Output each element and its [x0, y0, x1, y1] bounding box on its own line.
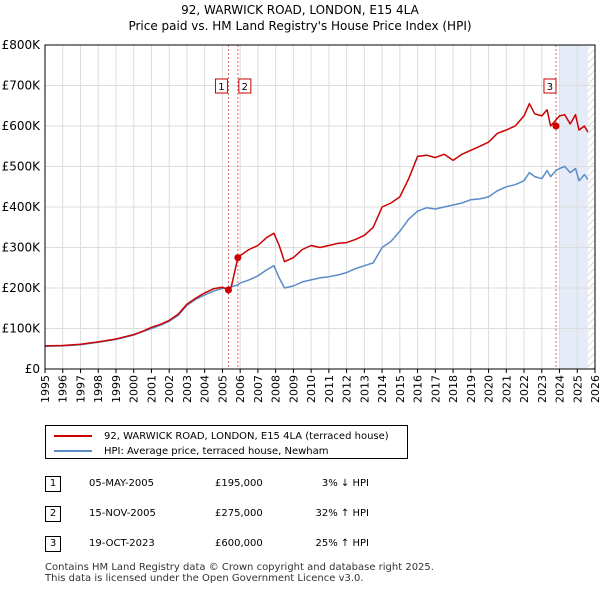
sale-date: 05-MAY-2005 — [89, 478, 155, 489]
footer-attribution: Contains HM Land Registry data © Crown c… — [45, 562, 434, 584]
y-tick-label: £400K — [2, 200, 42, 214]
x-tick-label: 2014 — [376, 375, 389, 403]
y-tick-label: £800K — [2, 38, 42, 52]
legend: 92, WARWICK ROAD, LONDON, E15 4LA (terra… — [45, 425, 408, 459]
series-line — [44, 102, 589, 347]
x-tick-label: 2022 — [518, 375, 531, 403]
sale-hpi-diff: 25% ↑ HPI — [315, 538, 369, 549]
x-tick-label: 2021 — [500, 375, 513, 403]
x-tick-label: 2017 — [429, 375, 442, 403]
price-chart: 92, WARWICK ROAD, LONDON, E15 4LA Price … — [2, 3, 600, 403]
x-tick-label: 2008 — [270, 375, 283, 403]
x-tick-label: 2004 — [199, 375, 212, 403]
y-tick-label: £200K — [2, 281, 42, 295]
x-tick-label: 1998 — [92, 375, 105, 403]
y-tick-label: £500K — [2, 160, 42, 174]
sale-row: 2 15-NOV-2005 £275,000 32% ↑ HPI — [45, 506, 385, 524]
sale-number-badge: 1 — [45, 476, 61, 492]
sale-label: 3 — [547, 82, 553, 93]
plot-frame — [44, 44, 596, 370]
legend-label-property: 92, WARWICK ROAD, LONDON, E15 4LA (terra… — [104, 430, 389, 442]
x-tick-label: 2015 — [394, 375, 407, 403]
sale-point — [552, 122, 560, 130]
legend-label-hpi: HPI: Average price, terraced house, Newh… — [104, 445, 329, 457]
x-tick-label: 2011 — [323, 375, 336, 403]
x-tick-label: 2025 — [571, 375, 584, 403]
legend-line-property — [54, 435, 92, 437]
sale-number-badge: 3 — [45, 536, 61, 552]
x-tick-label: 2005 — [216, 375, 229, 403]
x-tick-label: 2016 — [412, 375, 425, 403]
x-tick-label: 1996 — [57, 375, 70, 403]
y-tick-label: £0 — [25, 362, 40, 376]
x-tick-label: 2003 — [181, 375, 194, 403]
sale-label-box — [214, 78, 228, 94]
x-tick-label: 2020 — [483, 375, 496, 403]
legend-item-hpi: HPI: Average price, terraced house, Newh… — [54, 443, 329, 459]
x-tick-label: 2001 — [145, 375, 158, 403]
x-tick-label: 2009 — [287, 375, 300, 403]
sale-price: £275,000 — [215, 508, 263, 519]
sale-point — [234, 254, 242, 262]
x-tick-label: 2023 — [536, 375, 549, 403]
x-tick-label: 2026 — [589, 375, 600, 403]
x-tick-label: 2000 — [128, 375, 141, 403]
x-tick-label: 1995 — [39, 375, 52, 403]
x-tick-label: 2018 — [447, 375, 460, 403]
legend-item-property: 92, WARWICK ROAD, LONDON, E15 4LA (terra… — [54, 428, 389, 444]
y-tick-label: £600K — [2, 119, 42, 133]
x-tick-label: 2019 — [465, 375, 478, 403]
x-tick-label: 1999 — [110, 375, 123, 403]
series-line — [44, 165, 589, 348]
x-tick-label: 2024 — [554, 375, 567, 403]
x-tick-label: 2013 — [358, 375, 371, 403]
y-tick-label: £300K — [2, 241, 42, 255]
footer-line-licence: This data is licensed under the Open Gov… — [45, 573, 364, 584]
chart-subtitle: Price paid vs. HM Land Registry's House … — [128, 19, 471, 33]
sale-hpi-diff: 3% ↓ HPI — [321, 478, 369, 489]
y-tick-label: £700K — [2, 79, 42, 93]
sale-date: 19-OCT-2023 — [89, 538, 155, 549]
x-tick-label: 2010 — [305, 375, 318, 403]
x-tick-label: 2012 — [341, 375, 354, 403]
sale-label-box — [238, 78, 252, 94]
sale-row: 3 19-OCT-2023 £600,000 25% ↑ HPI — [45, 536, 385, 554]
sale-label-box — [543, 78, 557, 94]
sale-label: 2 — [242, 82, 248, 93]
sale-price: £195,000 — [215, 478, 263, 489]
x-tick-label: 2007 — [252, 375, 265, 403]
sale-hpi-diff: 32% ↑ HPI — [315, 508, 369, 519]
x-tick-label: 2002 — [163, 375, 176, 403]
sale-label: 1 — [218, 82, 224, 93]
x-tick-label: 2006 — [234, 375, 247, 403]
legend-line-hpi — [54, 450, 92, 452]
sale-price: £600,000 — [215, 538, 263, 549]
footer-line-copyright: Contains HM Land Registry data © Crown c… — [45, 562, 434, 573]
sale-number-badge: 2 — [45, 506, 61, 522]
y-tick-label: £100K — [2, 322, 42, 336]
sale-date: 15-NOV-2005 — [89, 508, 156, 519]
chart-title: 92, WARWICK ROAD, LONDON, E15 4LA — [181, 3, 420, 17]
sale-point — [224, 286, 232, 294]
x-tick-label: 1997 — [74, 375, 87, 403]
sale-row: 1 05-MAY-2005 £195,000 3% ↓ HPI — [45, 476, 385, 494]
